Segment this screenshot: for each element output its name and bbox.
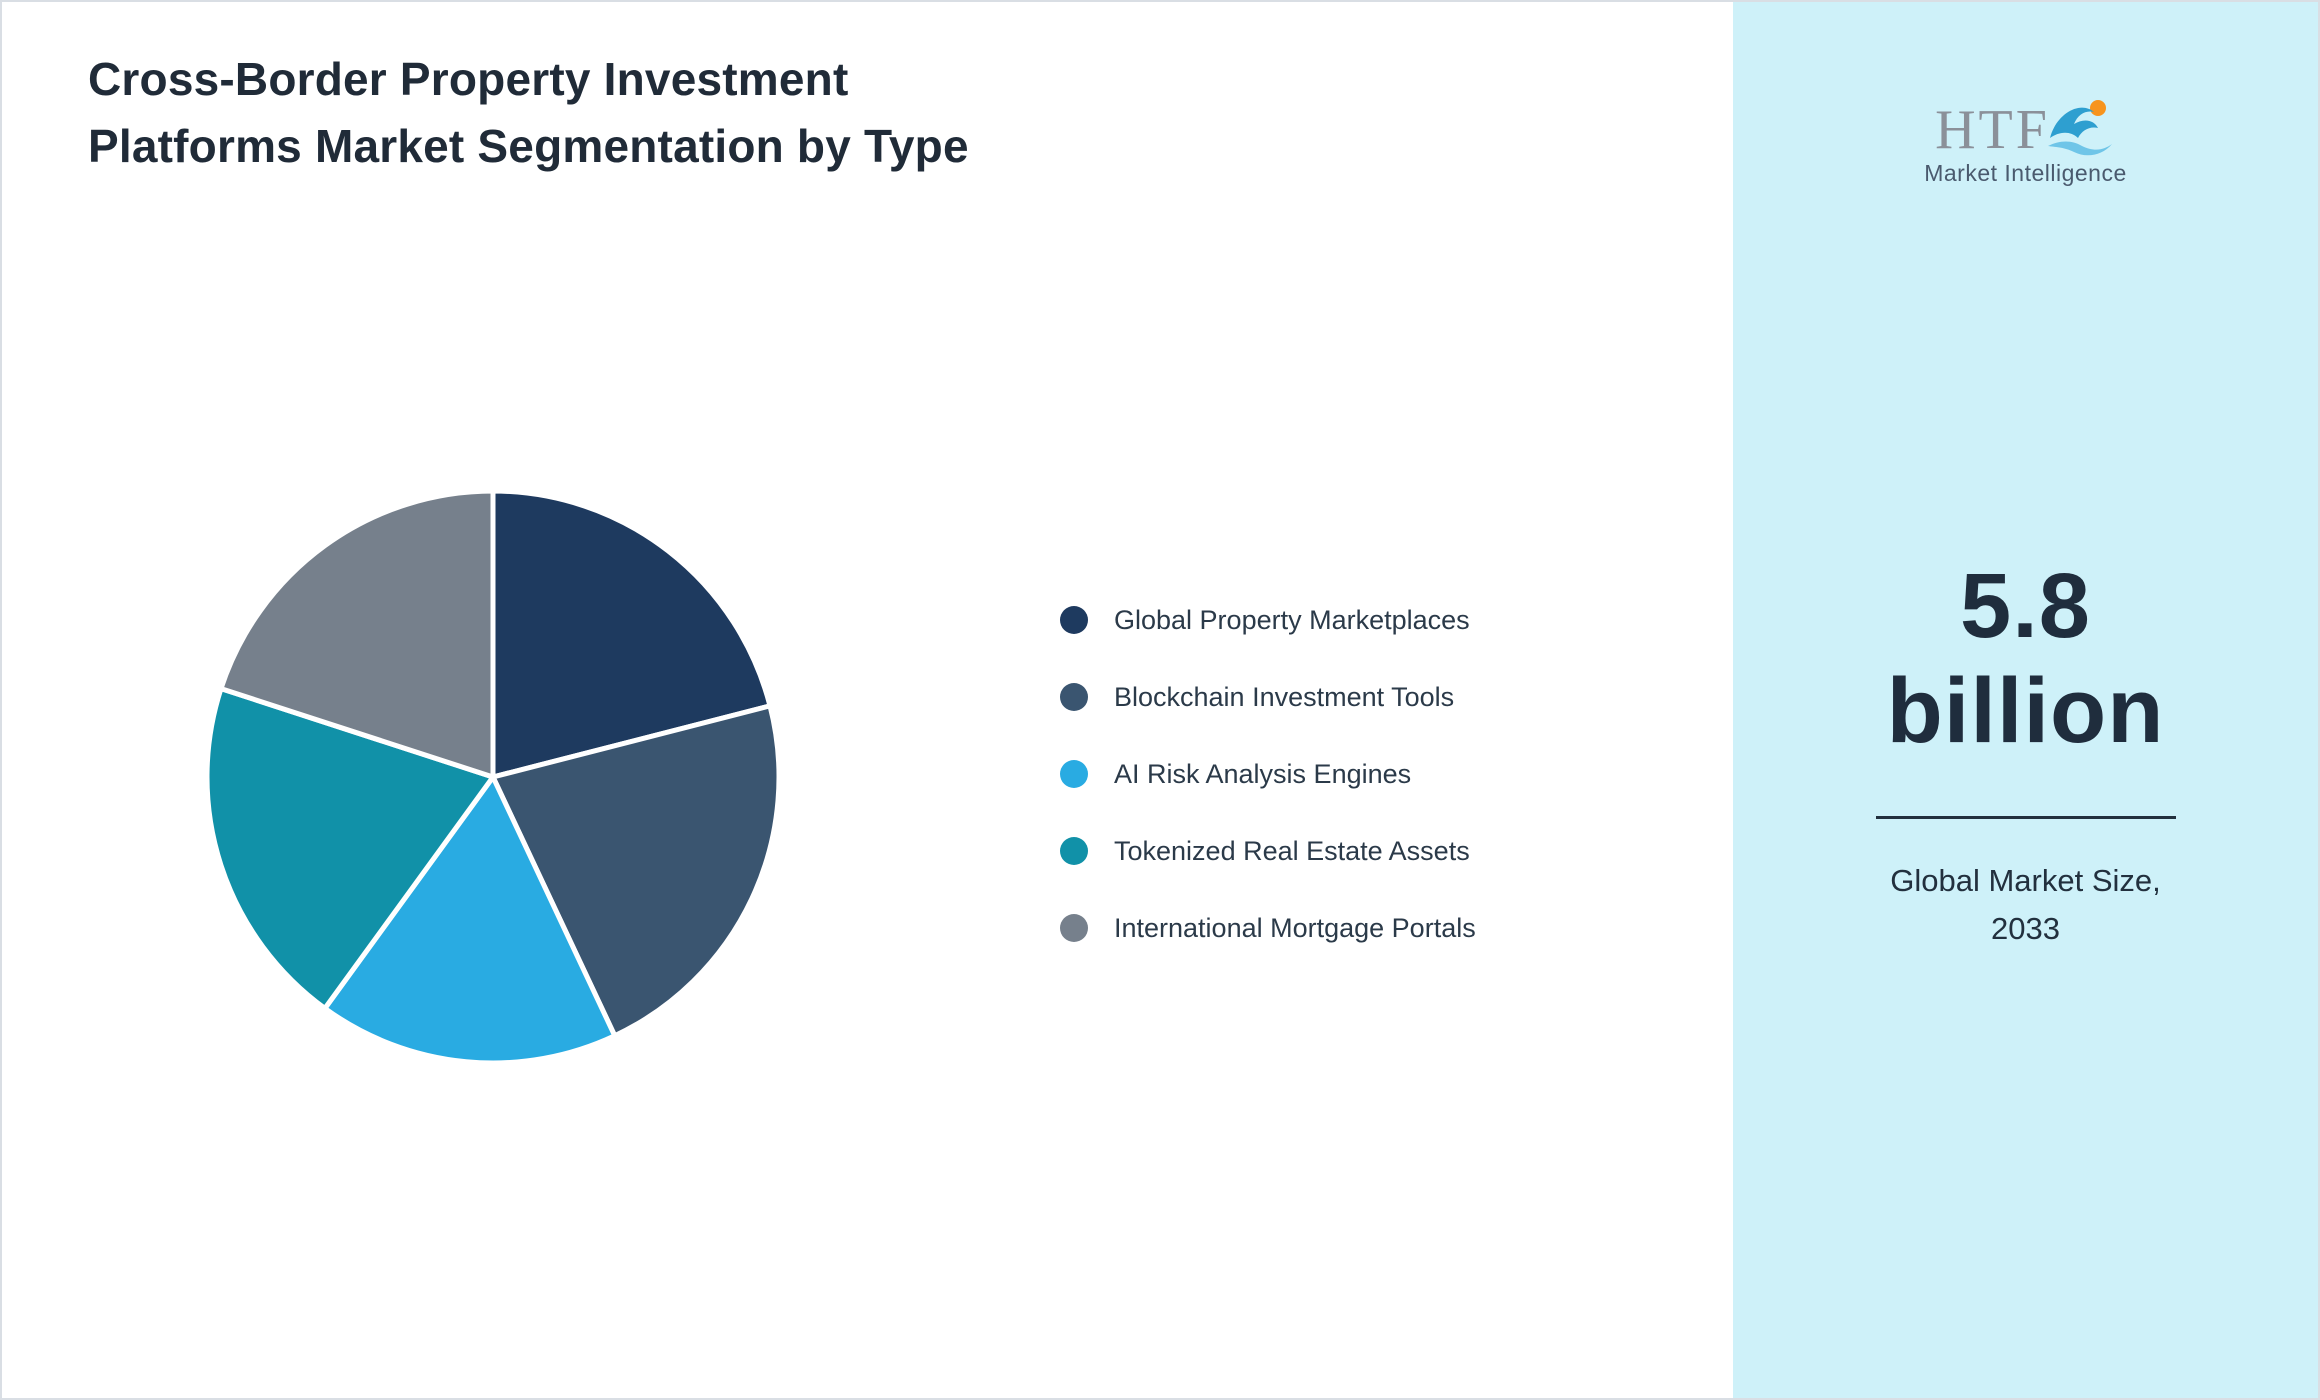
market-size-label-line1: Global Market Size,: [1890, 862, 2161, 898]
legend-swatch-icon: [1060, 760, 1088, 788]
pie-slice: [490, 703, 782, 1039]
divider: [1875, 815, 2176, 819]
legend-swatch-icon: [1060, 837, 1088, 865]
logo-subtitle: Market Intelligence: [1924, 160, 2127, 186]
legend-swatch-icon: [1060, 683, 1088, 711]
legend-item: Global Property Marketplaces: [1060, 600, 1476, 640]
sidebar: HTF Market Intelligence 5.8 billion Glob…: [1733, 2, 2318, 1398]
legend-swatch-icon: [1060, 914, 1088, 942]
pie-chart: [200, 484, 786, 1070]
chart-legend: Global Property Marketplaces Blockchain …: [1060, 600, 1476, 985]
pie-chart-svg: [204, 488, 782, 1066]
legend-item: AI Risk Analysis Engines: [1060, 754, 1476, 794]
page-title: Cross-Border Property Investment Platfor…: [88, 53, 969, 172]
dolphin-icon: [2047, 100, 2112, 156]
legend-swatch-icon: [1060, 606, 1088, 634]
market-size-block: 5.8 billion Global Market Size, 2033: [1733, 554, 2318, 953]
legend-label: Blockchain Investment Tools: [1114, 681, 1455, 712]
market-size-label-line2: 2033: [1991, 910, 2060, 946]
legend-label: AI Risk Analysis Engines: [1114, 758, 1412, 789]
pie-slice: [218, 488, 496, 780]
legend-label: Tokenized Real Estate Assets: [1114, 835, 1470, 866]
legend-label: Global Property Marketplaces: [1114, 604, 1470, 635]
market-size-unit: billion: [1886, 659, 2165, 762]
legend-item: Tokenized Real Estate Assets: [1060, 831, 1476, 871]
brand-logo: HTF Market Intelligence: [1733, 94, 2318, 187]
legend-item: Blockchain Investment Tools: [1060, 677, 1476, 717]
legend-item: International Mortgage Portals: [1060, 908, 1476, 948]
market-size-value: 5.8: [1960, 555, 2091, 657]
pie-slice: [490, 488, 773, 780]
pie-slice: [322, 774, 618, 1066]
htf-wordmark: HTF: [1935, 99, 2050, 161]
pie-slice: [204, 686, 496, 1011]
legend-label: International Mortgage Portals: [1114, 912, 1476, 943]
